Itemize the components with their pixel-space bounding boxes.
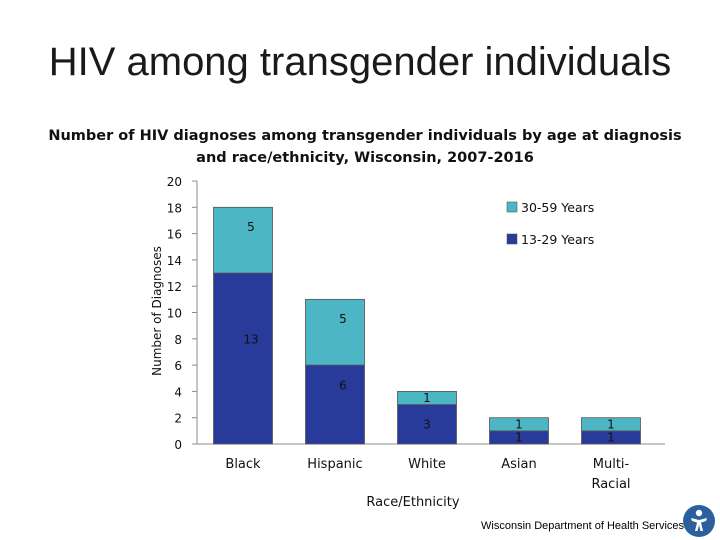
chart-title: Number of HIV diagnoses among transgende… [48, 128, 682, 166]
x-tick-label: White [408, 457, 446, 472]
y-tick-label: 20 [167, 175, 182, 189]
data-label: 1 [607, 417, 615, 431]
y-tick-label: 12 [167, 280, 182, 294]
y-tick-label: 6 [174, 359, 182, 373]
y-tick-label: 18 [167, 201, 182, 215]
data-label: 3 [423, 417, 431, 431]
bar-segment [305, 364, 365, 445]
bar-segment [397, 390, 457, 405]
x-axis-label: Race/Ethnicity [366, 495, 459, 510]
x-tick-label: Hispanic [307, 457, 362, 472]
slide-title: HIV among transgender individuals [48, 40, 672, 84]
footer-text: Wisconsin Department of Health Services [481, 520, 684, 532]
bar-segment [305, 298, 365, 366]
y-tick-label: 14 [167, 254, 182, 268]
y-axis-label: Number of Diagnoses [150, 246, 164, 376]
data-label: 6 [339, 379, 347, 393]
data-label: 1 [607, 430, 615, 444]
bar-segment [581, 417, 641, 432]
dhs-logo-icon [683, 505, 715, 537]
y-tick-label: 16 [167, 228, 182, 242]
y-tick-label: 2 [174, 412, 182, 426]
data-label: 1 [423, 391, 431, 405]
x-tick-label: Black [225, 457, 261, 472]
y-tick-label: 4 [174, 385, 182, 399]
legend-label: 13-29 Years [521, 232, 594, 247]
bar-segment [397, 404, 457, 445]
bar-segment [213, 206, 273, 274]
y-tick-label: 10 [167, 307, 182, 321]
legend-swatch [506, 201, 518, 213]
y-tick-label: 8 [174, 333, 182, 347]
data-label: 5 [247, 220, 255, 234]
data-label: 1 [515, 430, 523, 444]
legend-label: 30-59 Years [521, 200, 594, 215]
data-label: 13 [243, 333, 258, 347]
data-label: 5 [339, 312, 347, 326]
data-label: 1 [515, 417, 523, 431]
legend-swatch [506, 233, 518, 245]
x-tick-label: Asian [501, 457, 536, 472]
x-tick-label: Racial [591, 477, 630, 492]
x-tick-label: Multi- [593, 457, 630, 472]
bar-segment [213, 272, 273, 445]
y-tick-label: 0 [174, 438, 182, 452]
bar-segment [489, 417, 549, 432]
